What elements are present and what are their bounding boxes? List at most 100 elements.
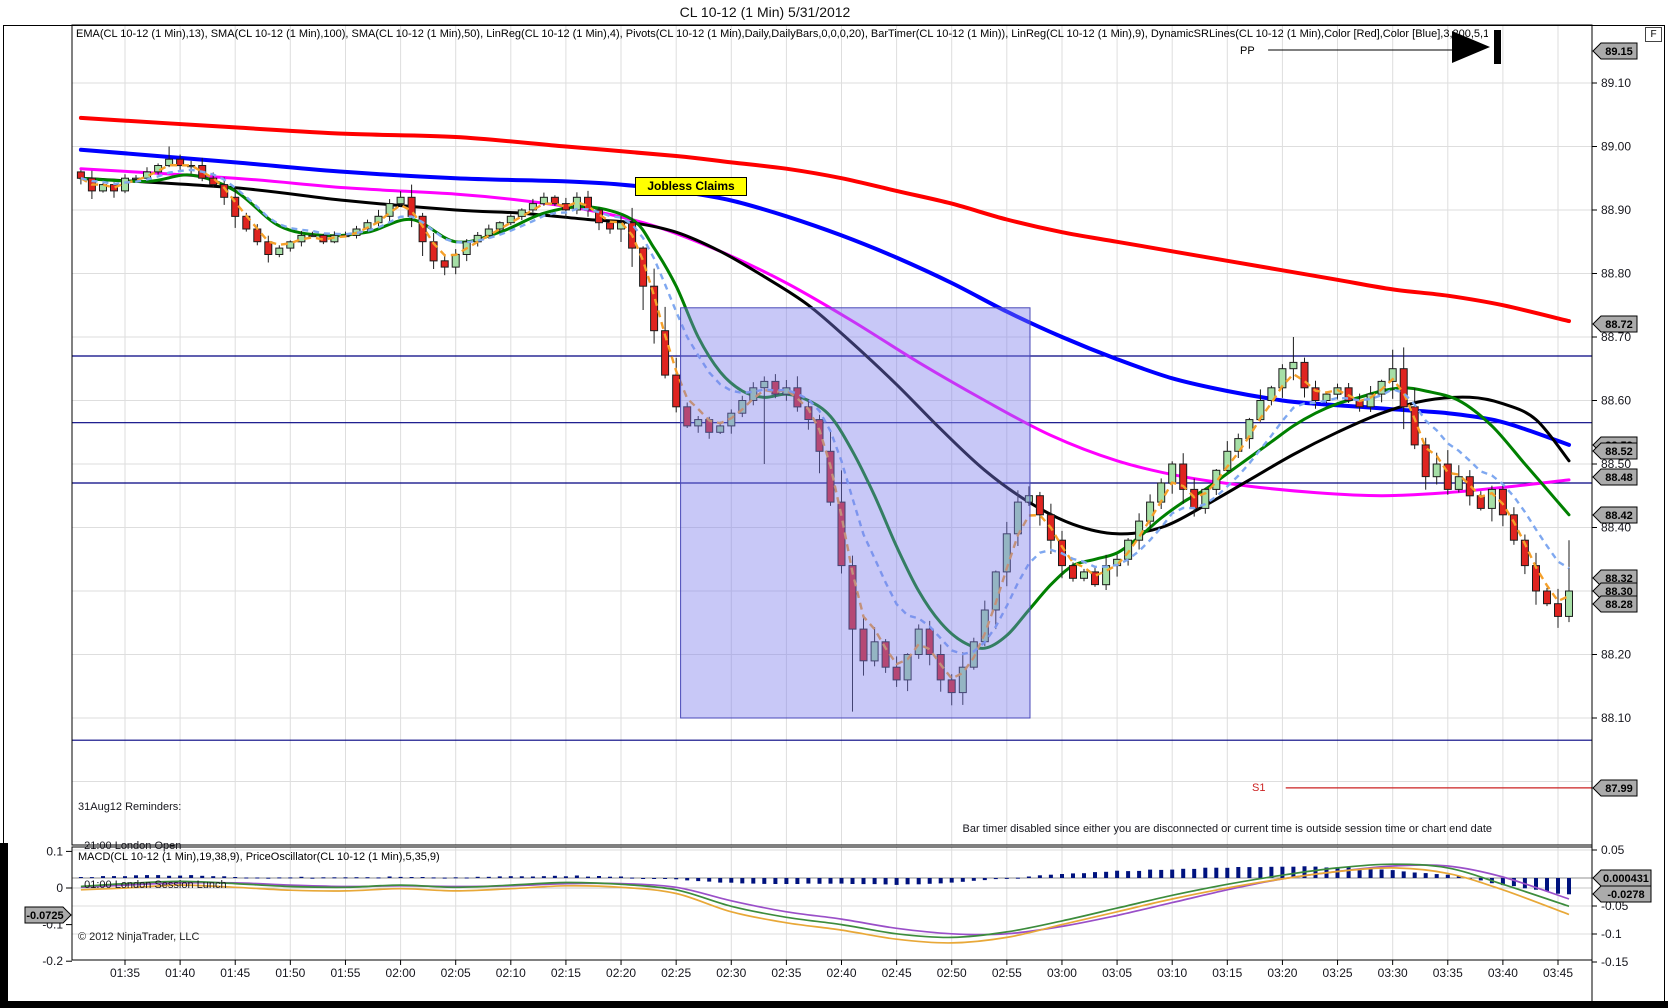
time-tick-label: 02:50: [937, 966, 967, 980]
histogram-bar: [586, 876, 590, 878]
histogram-bar: [883, 878, 888, 885]
histogram-bar: [255, 877, 260, 879]
histogram-bar: [751, 878, 756, 884]
histogram-bar: [685, 878, 690, 881]
time-tick-label: 02:20: [606, 966, 636, 980]
histogram-bar: [993, 878, 998, 880]
histogram-bar: [1434, 874, 1439, 878]
histogram-bar: [233, 877, 238, 878]
histogram-bar: [630, 877, 635, 879]
histogram-bar: [1148, 869, 1153, 878]
histogram-bar: [1214, 867, 1219, 878]
candle: [1388, 368, 1397, 382]
sma-magenta-line: [79, 167, 1571, 498]
time-tick-label: 03:30: [1378, 966, 1408, 980]
window-frame-left: [0, 843, 8, 1008]
histogram-bar: [762, 878, 767, 884]
reminder-line: 31Aug12 Reminders:: [78, 801, 182, 813]
histogram-bar: [1082, 873, 1086, 878]
bar-timer-notice: Bar timer disabled since either you are …: [962, 823, 1493, 835]
time-axis[interactable]: 01:35 01:40 01:45 01:50 01:55 02:00 02:05 02:10…: [110, 960, 1573, 980]
price-tag: [1592, 885, 1652, 903]
histogram-bar: [1346, 867, 1351, 878]
histogram-bar: [1556, 878, 1560, 894]
time-tick-label: 03:45: [1543, 966, 1573, 980]
candle: [1443, 463, 1452, 490]
macd-right-tick-label: -0.1: [1601, 927, 1622, 941]
reminders-note: 31Aug12 Reminders: 21:00 London Open 01:…: [78, 775, 227, 918]
histogram-bar: [1423, 873, 1428, 878]
histogram-bar: [1203, 867, 1208, 878]
macd-left-tick-label: 0.1: [46, 844, 63, 858]
histogram-bar: [156, 875, 161, 878]
histogram-bar: [1401, 871, 1406, 878]
candle: [165, 158, 174, 167]
histogram-bar: [266, 877, 271, 879]
sma-100-line: [78, 115, 1571, 324]
histogram-bar: [1567, 878, 1571, 895]
candle: [418, 215, 427, 243]
go-to-end-marker[interactable]: [1452, 30, 1501, 64]
histogram-bar: [806, 878, 811, 884]
candle: [969, 641, 978, 668]
histogram-bar: [1137, 870, 1142, 878]
candle: [925, 628, 934, 655]
main-price-panel[interactable]: [72, 49, 1592, 789]
highlight-region[interactable]: [680, 307, 1031, 719]
price-tick-label: 88.50: [1601, 457, 1631, 471]
histogram-bar: [189, 875, 194, 878]
macd-panel[interactable]: [78, 863, 1571, 944]
histogram-bar: [608, 876, 612, 878]
candle: [694, 419, 703, 427]
histogram-bar: [784, 878, 789, 884]
macd-left-axis[interactable]: 0.10-0.1-0.2: [42, 844, 72, 968]
histogram-bar: [299, 876, 304, 878]
histogram-bar: [321, 877, 326, 879]
candle: [1234, 438, 1243, 452]
histogram-bar: [178, 875, 183, 878]
histogram-bar: [167, 875, 172, 878]
histogram-bar: [1500, 878, 1505, 886]
histogram-bar: [828, 878, 833, 884]
candle: [958, 666, 967, 694]
candle: [550, 196, 559, 205]
price-axis[interactable]: 89.10 89.00 88.90 88.80 88.70 88.60 88.50 88.40…: [1592, 76, 1631, 725]
price-tags: 89.1588.7288.5388.5288.4888.4288.3288.30…: [1592, 42, 1638, 797]
histogram-bar: [872, 878, 877, 885]
candle: [793, 387, 802, 408]
histogram-bar: [89, 877, 94, 879]
macd-right-axis[interactable]: 0.05-0.05-0.1-0.15: [1592, 843, 1629, 969]
candle: [727, 412, 736, 427]
candle: [264, 241, 273, 256]
histogram-bar: [1060, 874, 1064, 878]
candle: [308, 234, 317, 238]
candle: [683, 406, 692, 427]
candle: [1311, 387, 1320, 401]
time-tick-label: 02:15: [551, 966, 581, 980]
candle: [1201, 488, 1210, 509]
histogram-bar: [123, 876, 127, 878]
histogram-bar: [78, 877, 83, 878]
histogram-bar: [365, 877, 370, 879]
histogram-bar: [1093, 872, 1097, 878]
time-tick-label: 03:35: [1433, 966, 1463, 980]
news-event-label[interactable]: Jobless Claims: [635, 177, 747, 196]
candle: [848, 565, 857, 630]
candle: [1024, 495, 1033, 503]
time-tick-label: 02:40: [826, 966, 856, 980]
histogram-bar: [1004, 877, 1009, 879]
focus-button[interactable]: F: [1645, 27, 1662, 42]
pivot-s1-label: S1: [1252, 782, 1266, 794]
time-tick-label: 03:20: [1267, 966, 1297, 980]
candle: [1454, 476, 1463, 490]
histogram-bar: [1478, 878, 1483, 881]
candle: [1465, 476, 1474, 497]
histogram-bar: [288, 877, 293, 879]
price-tag: [1592, 468, 1638, 486]
candle: [451, 253, 460, 268]
histogram-bar: [1159, 869, 1164, 878]
time-tick-label: 01:45: [220, 966, 250, 980]
histogram-bar: [1170, 869, 1175, 878]
price-tag-label: 88.52: [1605, 446, 1633, 458]
